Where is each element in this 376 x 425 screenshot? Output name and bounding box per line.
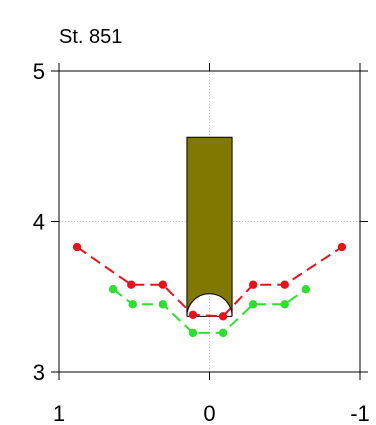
series-0-point (248, 280, 258, 289)
bar (186, 136, 233, 317)
series-1-point (128, 300, 137, 309)
series-0-point (337, 242, 347, 252)
series-1-point (248, 300, 258, 309)
series-layer (72, 242, 347, 338)
series-0-point (218, 312, 228, 321)
series-line-0 (76, 246, 343, 318)
series-0-point (280, 280, 289, 289)
series-line-1 (112, 288, 307, 334)
x-tick-label: 1 (53, 401, 65, 425)
axis-ticks: 1 0 -1 3 4 5 (33, 59, 370, 425)
series-1-point (158, 300, 168, 309)
series-1-point (301, 285, 311, 294)
y-tick-label: 3 (33, 360, 45, 385)
series-1-point (218, 328, 228, 338)
series-0-point (127, 280, 136, 289)
x-tick-label: 0 (203, 401, 215, 425)
x-tick-label: -1 (350, 401, 370, 425)
y-tick-label: 4 (33, 210, 45, 235)
bar-layer (186, 136, 233, 317)
series-0-point (72, 242, 82, 252)
series-0-point (158, 280, 168, 289)
chart-title: St. 851 (59, 26, 122, 48)
series-0-point (188, 310, 198, 320)
series-1-point (108, 285, 118, 294)
series-1-point (280, 300, 289, 309)
y-tick-label: 5 (33, 59, 45, 84)
series-1-point (188, 328, 198, 338)
